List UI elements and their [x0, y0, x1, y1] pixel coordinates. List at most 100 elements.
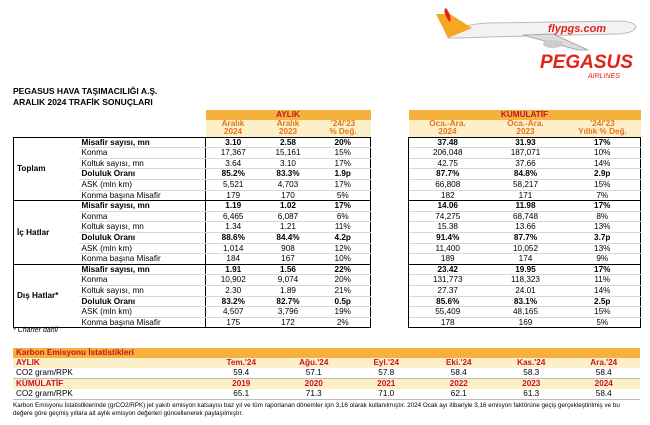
cell: 20% — [315, 136, 371, 149]
cell: 1.89 — [260, 285, 316, 297]
carbon-period: Tem.'24 — [205, 358, 278, 368]
blank — [370, 264, 409, 275]
cell: 2% — [315, 317, 371, 329]
cell: 908 — [260, 243, 316, 255]
data-row: Konma başına Misafir 184 167 10% 189 174 9% — [14, 253, 641, 265]
charter-note: * Charter dahil — [13, 327, 58, 334]
cell: 37.66 — [486, 158, 565, 170]
cell: 1,014 — [205, 243, 261, 255]
tail — [436, 14, 472, 38]
cell: 14.06 — [408, 200, 487, 212]
cell: 84.4% — [260, 232, 316, 244]
cell: 17% — [315, 200, 371, 212]
column-header: Aralık 2023 — [260, 119, 316, 138]
cell: 19% — [315, 306, 371, 318]
data-row: Konma başına Misafir 175 172 2% 178 169 5% — [14, 317, 641, 329]
cell: 17,367 — [205, 147, 261, 159]
cell: 184 — [205, 253, 261, 265]
cell: 42.75 — [408, 158, 487, 170]
blank — [370, 317, 409, 328]
cell: 189 — [408, 253, 487, 265]
cell: 55,409 — [408, 306, 487, 318]
company: PEGASUS HAVA TAŞIMACILIĞI A.Ş. — [13, 86, 158, 96]
cell: 1.34 — [205, 221, 261, 233]
blank — [370, 190, 409, 201]
cell: 6% — [315, 211, 371, 223]
cell: 17% — [564, 136, 641, 149]
blank — [370, 306, 409, 318]
column-header: Oca.-Ara. 2023 — [486, 119, 565, 138]
cell: 88.6% — [205, 232, 261, 244]
cell: 66,808 — [408, 179, 487, 191]
blank — [370, 221, 409, 233]
carbon-title: Karbon Emisyonu İstatistikleri — [13, 348, 640, 358]
carbon-period: 2019 — [205, 378, 278, 389]
section-row: AYLIK KÜMÜLATİF — [14, 110, 641, 120]
data-row: Koltuk sayısı, mn 3.64 3.10 17% 42.75 37.66 14… — [14, 158, 641, 170]
carbon-period: Ağu.'24 — [277, 358, 350, 368]
cell: 2.9p — [564, 168, 641, 180]
cell: 84.8% — [486, 168, 565, 180]
blank — [370, 147, 409, 159]
blank — [370, 296, 409, 307]
traffic-table: AYLIK KÜMÜLATİF Aralık 2024 Aralık 2023'24/'2… — [13, 110, 641, 329]
cell: 171 — [486, 190, 565, 202]
column-header-line: Oca.-Ara. — [429, 119, 466, 128]
blank — [371, 120, 409, 138]
cell: 5,521 — [205, 179, 261, 191]
carbon-value: 58.4 — [567, 368, 640, 379]
carbon-value: 61.3 — [495, 389, 568, 400]
engine — [543, 40, 563, 48]
cell: 13.66 — [486, 221, 565, 233]
data-row: Konma 6,465 6,087 6% 74,275 68,748 8% — [14, 211, 641, 223]
blank — [370, 137, 409, 148]
carbon-value: 62.1 — [422, 389, 495, 400]
cell: 3.10 — [260, 158, 316, 170]
cell: 1.9p — [315, 168, 371, 180]
cell: 83.3% — [260, 168, 316, 180]
column-header-line: 2023 — [516, 127, 535, 137]
carbon-metric: CO2 gram/RPK — [13, 368, 205, 379]
carbon-value: 65.1 — [205, 389, 278, 400]
carbon-value: 71.3 — [277, 389, 350, 400]
carbon-period: 2022 — [422, 378, 495, 389]
carbon-metric: CO2 gram/RPK — [13, 389, 205, 400]
cell: 2.30 — [205, 285, 261, 297]
group-label: Toplam — [13, 136, 79, 202]
carbon-period: 2021 — [350, 378, 423, 389]
blank — [370, 168, 409, 180]
cell: 83.1% — [486, 296, 565, 308]
cell: 8% — [564, 211, 641, 223]
carbon-footnote: Karbon Emisyonu İstatistiklerinde (grCO2… — [13, 402, 620, 417]
group-label: Dış Hatlar* — [13, 263, 79, 329]
metric-label: Doluluk Oranı — [78, 232, 206, 244]
cell: 187,071 — [486, 147, 565, 159]
cell: 13% — [564, 221, 641, 233]
carbon-period: 2020 — [277, 378, 350, 389]
logo-site: flypgs.com — [548, 23, 606, 35]
cell: 131,773 — [408, 274, 487, 286]
data-row: ASK (mln km) 4,507 3,796 19% 55,409 48,165 15% — [14, 306, 641, 318]
cell: 5% — [564, 317, 641, 329]
carbon-value: 58.4 — [422, 368, 495, 379]
cell: 10% — [315, 253, 371, 265]
cell: 58,217 — [486, 179, 565, 191]
carbon-title-row: Karbon Emisyonu İstatistikleri — [13, 348, 640, 358]
carbon-period: 2023 — [495, 378, 568, 389]
blank — [370, 211, 409, 222]
metric-label: Konma — [78, 274, 206, 286]
cell: 182 — [408, 190, 487, 202]
cell: 15,161 — [260, 147, 316, 159]
section: AYLIK — [205, 110, 371, 120]
column-header: '24/'23 Yıllık % Değ. — [564, 119, 641, 138]
cell: 15% — [564, 306, 641, 318]
logo-brand: PEGASUS — [540, 52, 633, 73]
metric-label: Konma başına Misafir — [78, 253, 206, 265]
metric-label: Misafir sayısı, mn — [78, 263, 206, 276]
cell: 9,074 — [260, 274, 316, 286]
column-header-line: '24/'23 — [590, 119, 615, 128]
cell: 87.7% — [486, 232, 565, 244]
logo-sub: AIRLINES — [587, 73, 620, 80]
metric-label: Konma — [78, 211, 206, 223]
